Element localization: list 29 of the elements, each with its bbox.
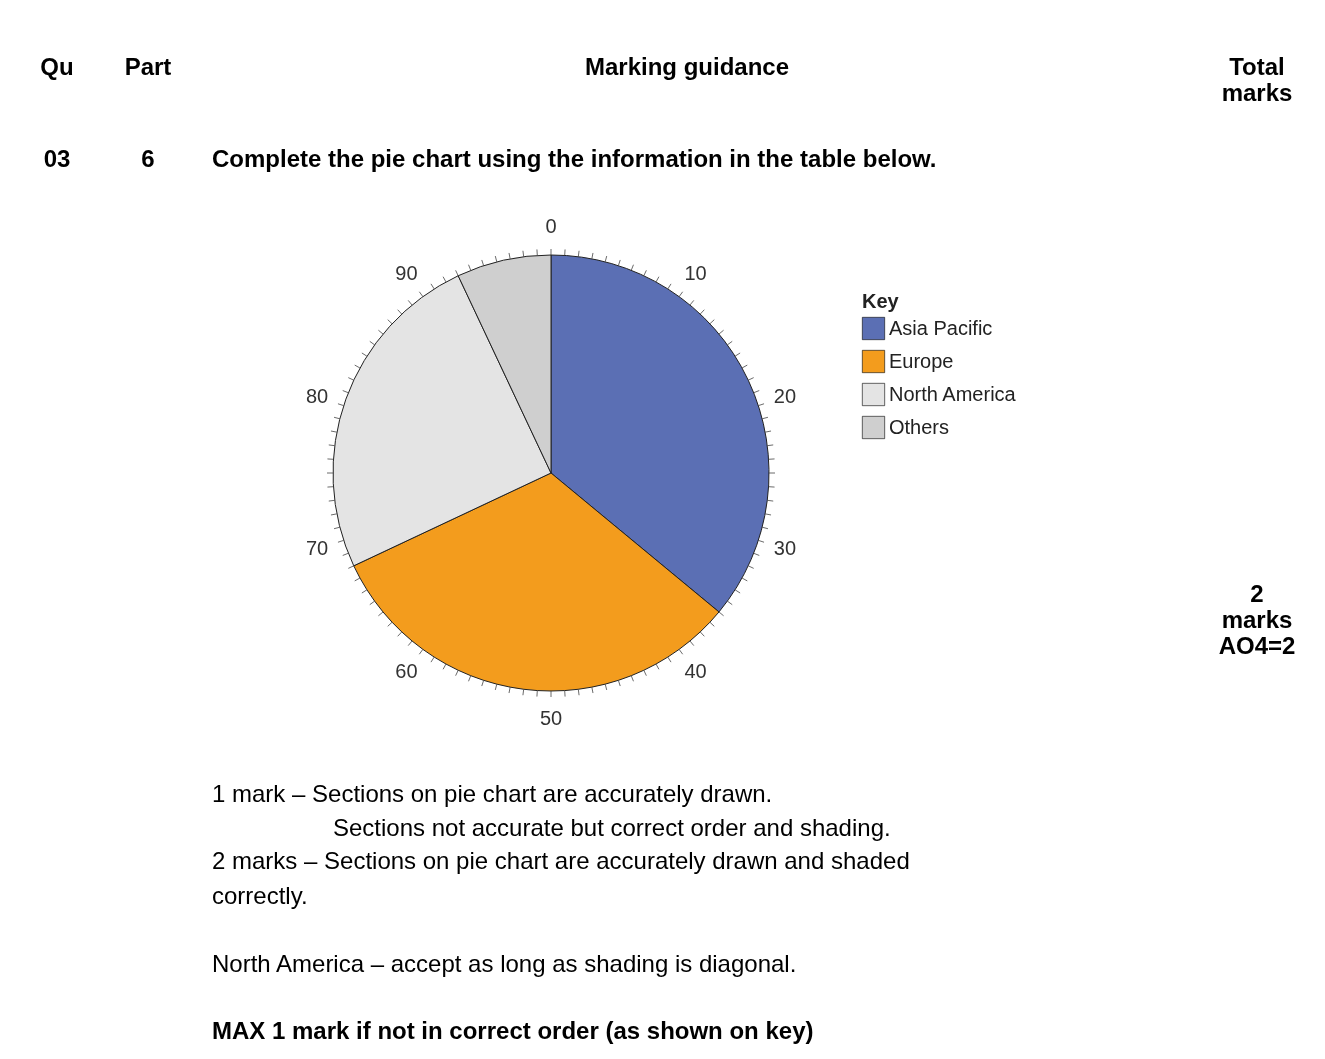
text: 03 [43,145,71,172]
text: 70 [305,537,329,560]
legend-label: Others [889,415,950,438]
text: 2 marks – Sections on pie chart are accurately drawn and shaded [212,847,910,874]
text: Qu [40,53,74,80]
text: 6 [141,145,155,172]
text: 50 [539,707,563,729]
text: 20 [773,384,797,407]
text: North America – accept as long as shading is diagonal. [212,950,797,977]
text: 1 mark – Sections on pie chart are accurately drawn. [212,780,773,807]
text: Sections not accurate but correct order and shading. [333,814,891,841]
chart-title: Complete the pie chart using the information in the table below. [212,145,937,172]
text: 2 marks AO4=2 [1218,580,1296,659]
text: 10 [684,261,707,284]
text: correctly. [212,882,308,909]
text: Marking guidance [584,53,790,80]
text: Part [124,53,172,80]
text: 40 [684,660,707,683]
text: 90 [395,261,418,284]
legend-label: Asia Pacific [889,316,993,339]
legend-title: Key [862,290,900,312]
legend-label: Europe [889,349,954,372]
text: 0 [545,215,557,237]
text: 30 [773,537,797,560]
legend-label: North America [889,382,1017,405]
text: 80 [305,384,329,407]
text: Total marks [1221,53,1293,106]
text: MAX 1 mark if not in correct order (as shown on key) [212,1017,814,1044]
text: 60 [395,660,418,683]
